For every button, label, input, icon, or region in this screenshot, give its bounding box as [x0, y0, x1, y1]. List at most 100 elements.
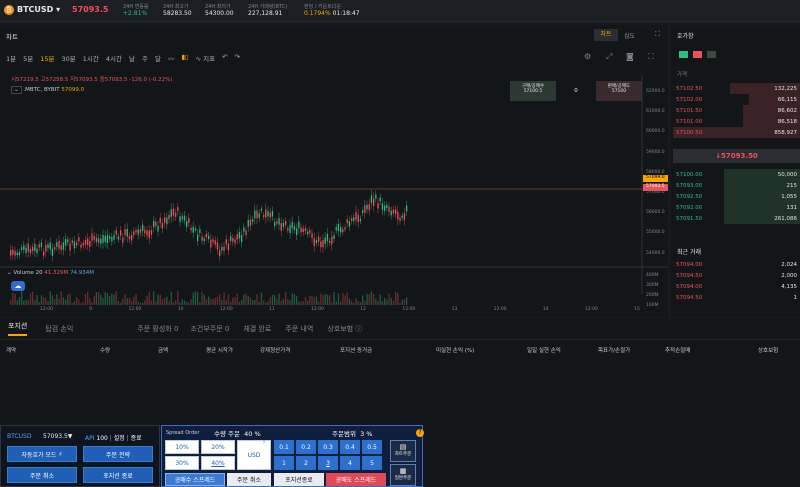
tab-depth[interactable]: 심도 [624, 33, 636, 40]
spread-cancel-button[interactable]: 주문 취소 [227, 473, 271, 486]
order-strategy-button[interactable]: 주문 전략 [83, 446, 153, 462]
view-bids-icon[interactable] [707, 51, 716, 58]
ask-row[interactable]: 57101.00 86,518 [673, 116, 800, 127]
range-02-button[interactable]: 0.2 [296, 440, 316, 454]
tf-15m[interactable]: 15분 [40, 55, 55, 63]
candle-body [205, 233, 208, 238]
collapse-icon[interactable]: ⌄ [11, 86, 22, 94]
indicator-button[interactable]: ∿ 지표 [195, 55, 216, 63]
fullscreen-chart-icon[interactable]: ⛶ [648, 52, 654, 61]
volume-bar [38, 301, 40, 305]
candle-icon[interactable]: ▮▯ [181, 53, 189, 61]
cloud-icon[interactable]: ☁ [11, 281, 25, 291]
candle-body [331, 236, 333, 245]
bid-row[interactable]: 57100.00 50,000 [673, 169, 800, 180]
view-asks-icon[interactable] [693, 51, 702, 58]
camera-icon[interactable]: ◙ [626, 52, 634, 61]
tf-day[interactable]: 날 [129, 55, 135, 63]
tf-month[interactable]: 달 [154, 55, 161, 63]
tf-1h[interactable]: 1시간 [82, 55, 99, 63]
chart-order-button[interactable]: ▤ 차트주문 [390, 440, 416, 462]
range-1-button[interactable]: 1 [274, 456, 294, 470]
candle-body [219, 250, 221, 257]
mark-price-tag: 57099.0 [646, 175, 665, 180]
help-icon[interactable]: ? [416, 429, 424, 437]
candle-body [153, 220, 155, 228]
tf-1m[interactable]: 1분 [6, 55, 17, 63]
bid-row[interactable]: 57092.00 131 [673, 202, 800, 213]
range-03-button[interactable]: 0.3 [318, 440, 338, 454]
bid-row[interactable]: 57092.50 1,055 [673, 191, 800, 202]
undo-icon[interactable]: ↶ [222, 53, 228, 61]
tab-pnl[interactable]: 탑검 손익 [45, 324, 74, 333]
tab-conditional[interactable]: 조건부주문 0 [190, 324, 230, 333]
range-4-button[interactable]: 4 [340, 456, 360, 470]
pct-40-button[interactable]: 40% [201, 456, 235, 470]
tab-active-orders[interactable]: 주문 활성화 0 [137, 324, 179, 333]
range-01-button[interactable]: 0.1 [274, 440, 294, 454]
ask-row[interactable]: 57102.00 66,115 [673, 94, 800, 105]
pct-30-button[interactable]: 30% [165, 456, 199, 470]
volume-bar [256, 294, 258, 305]
expand-icon[interactable]: ⤢ [606, 52, 613, 61]
candle-body [230, 236, 232, 241]
fullscreen-icon[interactable]: ⛶ [655, 30, 660, 38]
short-spread-button[interactable]: 공매도 스프레드 [326, 473, 386, 486]
spread-close-position-button[interactable]: 포지션종료 [274, 473, 324, 486]
range-5-button[interactable]: 5 [362, 456, 382, 470]
volume-bar [16, 300, 18, 305]
auto-quote-button[interactable]: 자동호가 모드 ⚡ [7, 446, 77, 462]
buy-box[interactable]: 구매/공매수 57100.5 [510, 81, 556, 101]
close-position-button[interactable]: 포지션 종료 [83, 467, 153, 483]
tab-filled[interactable]: 체결 완료 [243, 324, 272, 333]
long-spread-button[interactable]: 공매수 스프레드 [165, 473, 225, 486]
sell-box[interactable]: 판매/공매도 57100 [596, 81, 642, 101]
tab-chart[interactable]: 차트 [594, 29, 618, 41]
line-chart-icon[interactable]: 〰 [167, 55, 175, 63]
pct-10-button[interactable]: 10% [165, 440, 199, 454]
range-05-button[interactable]: 0.5 [362, 440, 382, 454]
tf-30m[interactable]: 30분 [61, 55, 76, 63]
ask-row[interactable]: 57102.50 132,225 [673, 83, 800, 94]
volume-bar [10, 300, 12, 305]
candle-body [192, 226, 194, 233]
candle-body [384, 205, 386, 211]
tf-4h[interactable]: 4시간 [105, 55, 122, 63]
link-icon: ⚡ [262, 439, 267, 446]
volume-bar [155, 301, 157, 305]
cancel-order-button[interactable]: 주문 취소 [7, 467, 77, 483]
range-2-button[interactable]: 2 [296, 456, 316, 470]
normal-order-button[interactable]: ▦ 일반주문 [390, 464, 416, 486]
positions-tabs: 포지션 탑검 손익 주문 활성화 0 조건부주문 0 체결 완료 주문 내역 상… [0, 318, 800, 340]
bid-row[interactable]: 57091.50 261,086 [673, 213, 800, 224]
candle-body [131, 235, 133, 241]
volume-bar [18, 297, 21, 305]
range-04-button[interactable]: 0.4 [340, 440, 360, 454]
view-both-icon[interactable] [679, 51, 688, 58]
candle-body [181, 216, 183, 220]
tf-week[interactable]: 주 [141, 55, 148, 63]
redo-icon[interactable]: ↷ [234, 53, 240, 61]
range-3-button[interactable]: 3 [318, 456, 338, 470]
usd-field[interactable]: USD [237, 440, 271, 470]
candle-body [201, 236, 203, 241]
chart-title: 차트 [6, 33, 18, 41]
tf-5m[interactable]: 5분 [23, 55, 34, 63]
volume-bar [133, 296, 135, 305]
ask-row[interactable]: 57101.50 86,602 [673, 105, 800, 116]
volume-bar [175, 300, 177, 305]
candle-body [392, 209, 395, 214]
time-axis: 12:00 9 12:00 10 12:00 11 12:00 12 12:00 13 12:00 1… [40, 307, 640, 312]
tab-insurance[interactable]: 상호보험 ⓘ [327, 324, 363, 333]
bid-row[interactable]: 57093.00 215 [673, 180, 800, 191]
symbol-selector[interactable]: BTCUSD ▾ [17, 5, 61, 14]
tab-positions[interactable]: 포지션 [8, 321, 28, 336]
volume-bar [153, 291, 155, 305]
pct-20-button[interactable]: 20% [201, 440, 235, 454]
volume-bar [386, 299, 388, 305]
candle-body [49, 242, 51, 250]
tab-history[interactable]: 주문 내역 [285, 324, 314, 333]
settings-icon[interactable]: ⚙ [584, 52, 592, 61]
ask-row[interactable]: 57100.50 858,927 [673, 127, 800, 138]
candle-body [186, 220, 188, 227]
